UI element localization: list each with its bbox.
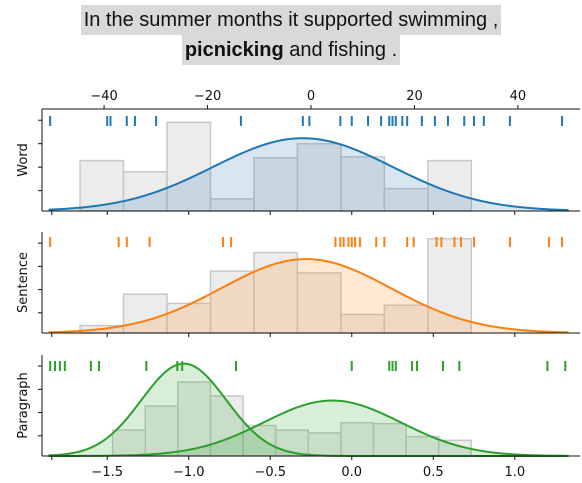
density-fill	[48, 363, 569, 456]
density-fill	[48, 138, 569, 211]
histogram-bar	[209, 395, 244, 457]
histogram-bar	[166, 302, 212, 334]
caption-tail: and fishing .	[289, 39, 398, 61]
histogram-bar	[253, 251, 299, 334]
caption-line-1: In the summer months it supported swimmi…	[80, 5, 502, 35]
panel-sentence: Sentence	[16, 232, 580, 337]
density-fill	[48, 259, 569, 333]
top-tick-label: 0	[307, 89, 315, 104]
histogram-bar	[340, 156, 386, 212]
top-tick-label: −40	[90, 89, 117, 104]
histogram-bar	[383, 304, 429, 334]
top-tick-label: −20	[194, 89, 221, 104]
y-axis-label: Word	[16, 143, 31, 176]
density-curve	[48, 258, 569, 334]
top-tick-label: 20	[406, 89, 423, 104]
bottom-tick-label: 1.0	[504, 465, 525, 480]
panel-word: Word	[16, 109, 580, 215]
histogram-bar	[296, 272, 342, 334]
bottom-tick-label: 0.5	[423, 465, 444, 480]
y-axis-label: Paragraph	[16, 372, 31, 439]
panel-paragraph: Paragraph	[16, 355, 580, 460]
bottom-tick-label: 0.0	[341, 465, 362, 480]
caption-line-2: picnicking and fishing .	[181, 35, 401, 65]
density-curve	[48, 137, 569, 212]
highlighted-word: picnicking	[184, 39, 284, 61]
top-tick-label: 40	[510, 89, 527, 104]
bottom-tick-label: −0.5	[254, 465, 286, 480]
caption: In the summer months it supported swimmi…	[0, 0, 582, 65]
histogram-bar	[166, 121, 212, 212]
density-fill	[48, 400, 569, 456]
density-curve	[48, 399, 569, 457]
histogram-bar	[144, 405, 179, 457]
bottom-tick-label: −1.0	[173, 465, 205, 480]
y-axis-label: Sentence	[16, 252, 31, 313]
histogram-bar	[372, 422, 407, 457]
bottom-tick-label: −1.5	[91, 465, 123, 480]
